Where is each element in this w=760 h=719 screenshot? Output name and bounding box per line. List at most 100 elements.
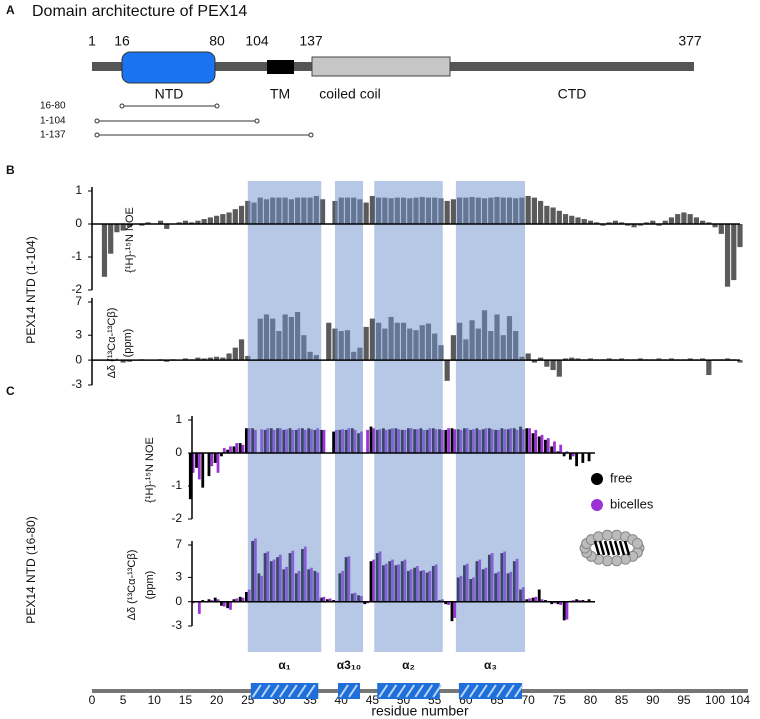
- construct-end: [94, 118, 100, 124]
- bar: [195, 453, 198, 468]
- bar: [724, 358, 731, 361]
- bar: [226, 212, 232, 224]
- bar: [197, 453, 201, 480]
- legend-swatch: [591, 499, 603, 511]
- x-tick-label: 45: [366, 693, 380, 707]
- lipid-head: [593, 531, 604, 543]
- bar: [606, 222, 612, 224]
- residue-label: 80: [209, 33, 225, 49]
- bar: [222, 601, 226, 607]
- construct-end: [119, 103, 125, 109]
- bar: [531, 597, 535, 602]
- helix-stripe: [339, 684, 349, 698]
- y-tick-label: -3: [171, 618, 182, 632]
- y-tick-label: -2: [171, 511, 182, 525]
- bar: [164, 224, 170, 229]
- bar: [528, 428, 531, 453]
- bar: [575, 358, 581, 361]
- y-tick-label: 7: [175, 537, 182, 551]
- bar: [220, 453, 223, 457]
- bar: [197, 601, 201, 614]
- bar: [706, 360, 712, 376]
- bar: [363, 326, 369, 361]
- bar: [556, 601, 560, 605]
- tm-box: [267, 60, 294, 74]
- bar: [538, 357, 544, 361]
- helix-stripe: [496, 684, 506, 698]
- construct-label: 16-80: [40, 101, 66, 112]
- bar: [238, 339, 245, 361]
- bar: [201, 600, 205, 602]
- bar: [594, 222, 600, 224]
- bar: [238, 443, 242, 453]
- row-label: PEX14 NTD (16-80): [24, 516, 38, 623]
- bar: [372, 428, 376, 453]
- bar: [718, 224, 724, 234]
- helix-stripe: [414, 684, 425, 698]
- bar: [562, 358, 569, 361]
- bar: [214, 356, 220, 361]
- helix-stripe: [305, 684, 316, 698]
- bar: [619, 358, 625, 361]
- bar: [216, 599, 220, 602]
- bar: [363, 202, 369, 224]
- bar: [207, 453, 211, 477]
- helix-region: [247, 181, 322, 652]
- legend-label: free: [610, 470, 632, 485]
- bar: [182, 358, 189, 361]
- bar: [569, 215, 575, 224]
- bar: [700, 358, 706, 361]
- bar: [444, 429, 448, 453]
- bar: [222, 448, 226, 453]
- construct-end: [254, 118, 260, 124]
- lipid-tail: [593, 540, 601, 556]
- lipid-head: [620, 553, 631, 565]
- panel-label: C: [6, 384, 15, 398]
- y-axis-label: {¹H}-¹⁵N NOE: [124, 207, 136, 273]
- helix-region: [374, 181, 443, 652]
- bar: [363, 601, 367, 605]
- x-tick-label: 5: [120, 693, 127, 707]
- y-tick-label: 3: [75, 327, 82, 341]
- bar: [625, 224, 631, 226]
- bar: [731, 224, 737, 281]
- bar: [675, 214, 681, 224]
- bicelle-icon: [579, 529, 645, 567]
- bar: [531, 197, 537, 224]
- bar: [176, 222, 182, 224]
- bar: [656, 224, 662, 226]
- bar: [693, 217, 699, 224]
- bar: [578, 600, 581, 602]
- bar: [182, 220, 189, 224]
- bar: [229, 446, 232, 453]
- bar: [325, 599, 329, 602]
- bar: [544, 439, 547, 453]
- bar: [232, 347, 238, 361]
- bar: [556, 210, 562, 224]
- bar: [241, 597, 245, 602]
- bar: [575, 453, 578, 467]
- bar: [553, 441, 556, 453]
- bar: [581, 453, 585, 463]
- bar: [207, 599, 211, 602]
- bar: [444, 601, 448, 605]
- helix-stripe: [348, 684, 358, 698]
- lipid-tail: [608, 540, 616, 556]
- bar: [319, 199, 326, 224]
- x-tick-label: 20: [210, 693, 224, 707]
- helix-stripe: [487, 684, 497, 698]
- bar: [201, 453, 205, 488]
- x-axis-label: residue number: [371, 703, 469, 719]
- helix-label: α₂: [402, 658, 415, 672]
- bar: [126, 224, 132, 228]
- construct-end: [214, 103, 220, 109]
- helix-label: α3₁₀: [337, 658, 361, 672]
- bar: [525, 353, 531, 361]
- x-tick-label: 100: [705, 693, 725, 707]
- lipid-head: [601, 555, 613, 567]
- residue-label: 104: [245, 33, 269, 49]
- bar: [537, 589, 541, 602]
- bar: [450, 601, 454, 622]
